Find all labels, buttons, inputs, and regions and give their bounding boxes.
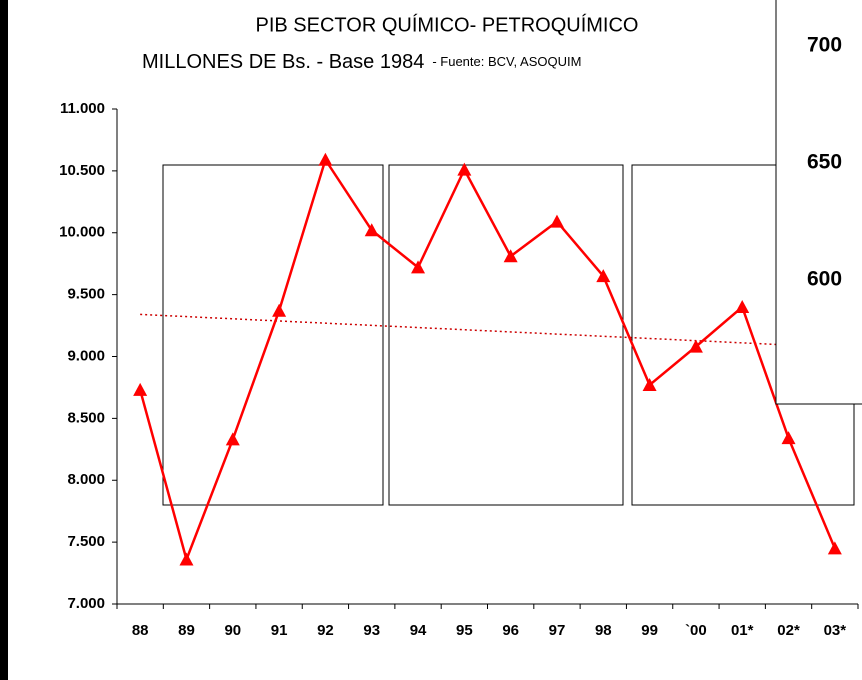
y-tick-label: 9.000 — [67, 347, 105, 364]
x-tick-label: `00 — [685, 622, 707, 639]
series-line — [138, 156, 836, 564]
x-tick-label: 99 — [641, 622, 658, 639]
overlay-label: 650 — [807, 151, 842, 174]
subtitle: MILLONES DE Bs. - Base 1984 — [142, 51, 424, 73]
chart-subtitle: MILLONES DE Bs. - Base 1984 - Fuente: BCV… — [142, 51, 581, 73]
period-box — [162, 164, 384, 506]
y-tick-label: 8.500 — [67, 409, 105, 426]
source: - Fuente: BCV, ASOQUIM — [432, 54, 581, 69]
point-marker — [411, 260, 426, 274]
y-tick-label: 7.000 — [67, 595, 105, 612]
x-tick-label: 96 — [502, 622, 519, 639]
x-tick-label: 93 — [363, 622, 380, 639]
overlay-label: 700 — [807, 34, 842, 57]
overlay-label: 600 — [807, 268, 842, 291]
y-tick-label: 11.000 — [60, 100, 105, 117]
period-box — [388, 164, 624, 506]
y-tick-label: 9.500 — [67, 286, 105, 303]
x-tick-label: 02* — [777, 622, 800, 639]
point-marker — [688, 339, 703, 353]
point-marker — [133, 382, 148, 396]
frame-left — [0, 0, 8, 680]
x-tick-label: 91 — [271, 622, 288, 639]
x-tick-label: 89 — [178, 622, 195, 639]
y-tick-label: 8.000 — [67, 471, 105, 488]
point-marker — [225, 432, 240, 446]
point-marker — [781, 431, 796, 445]
chart-title: PIB SECTOR QUÍMICO- PETROQUÍMICO — [256, 13, 639, 36]
plot: 7.000 7.500 8.000 8.500 9.000 9.500 10.000 10.5… — [59, 100, 859, 639]
x-tick-label: 94 — [410, 622, 427, 639]
point-marker — [642, 377, 657, 391]
y-tick-label: 10.500 — [59, 162, 105, 179]
x-tick-label: 98 — [595, 622, 612, 639]
y-tick-label: 10.000 — [59, 224, 105, 241]
trend-line — [140, 313, 835, 348]
overlay-labels: 700 650 600 — [807, 34, 842, 291]
x-tick-label: 97 — [549, 622, 566, 639]
point-marker — [735, 300, 750, 313]
overlay-panel — [775, 0, 862, 405]
x-tick-label: 01* — [731, 622, 754, 639]
point-marker — [503, 249, 518, 263]
point-marker — [179, 552, 194, 566]
point-marker — [596, 269, 611, 283]
x-tick-label: 03* — [824, 622, 847, 639]
x-tick-label: 88 — [132, 622, 149, 639]
x-tick-label: 95 — [456, 622, 473, 639]
y-tick-label: 7.500 — [67, 533, 105, 550]
point-marker — [457, 162, 472, 176]
point-marker — [549, 214, 564, 228]
point-marker — [318, 152, 333, 166]
point-marker — [272, 303, 287, 317]
point-marker — [827, 541, 842, 555]
x-tick-label: 92 — [317, 622, 334, 639]
point-marker — [364, 223, 379, 237]
x-tick-label: 90 — [224, 622, 241, 639]
